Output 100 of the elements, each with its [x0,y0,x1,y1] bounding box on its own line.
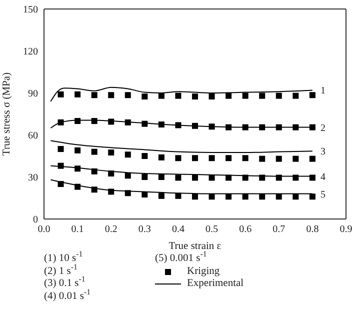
point [158,122,164,128]
annotation: 4 [320,172,326,183]
point [292,174,299,181]
point [292,156,299,162]
point [142,174,148,180]
x-tick-label: 0.6 [239,224,252,236]
point [192,194,198,200]
point [58,119,64,126]
y-tick-label: 150 [23,4,38,16]
point [276,124,282,130]
point [142,192,148,198]
x-tick-label: 0.4 [172,224,184,236]
point [226,155,232,162]
legend-label: Experimental [187,278,244,290]
point [192,94,198,100]
point [124,152,131,158]
point [158,92,164,99]
x-tick-label: 0.5 [206,224,218,236]
point [175,174,182,181]
point [192,155,198,162]
x-tick-label: 0.7 [272,224,286,236]
point [192,174,198,181]
point [309,156,316,162]
point [276,194,282,200]
point [58,162,64,169]
y-tick-label: 30 [28,172,38,184]
x-axis-title: True strain ε [168,241,222,252]
point [124,190,131,196]
point [175,155,182,162]
point [175,192,182,199]
text: (4) 0.01 s$^{-1}$ [44,287,91,303]
point [91,148,98,155]
x-tick-label: 0.9 [340,224,352,236]
x-tick-label: 0.0 [38,224,50,236]
x-tick-label: 0.1 [71,224,84,236]
point [108,92,114,98]
point [142,153,148,159]
point [292,124,299,130]
point [108,170,114,176]
point [208,124,215,130]
y-tick-label: 90 [28,88,38,100]
point [108,118,114,125]
point [259,124,266,130]
point [259,156,266,162]
y-axis-title: True stress σ (MPa) [2,72,13,156]
text: (1) 10 s$^{-1}$ [44,250,84,264]
point [142,120,148,127]
point [242,194,248,200]
point [74,184,81,190]
point [226,174,232,181]
point [175,92,182,99]
point [226,92,232,99]
point [124,119,131,126]
point [309,92,316,98]
point [242,155,248,162]
point [292,92,299,99]
y-tick-label: 60 [28,130,38,142]
point [208,155,215,162]
point [208,194,215,200]
point [158,174,164,180]
x-tick-label: 0.2 [104,224,118,236]
point [74,91,81,98]
text: (5) 0.001 s$^{-1}$ [155,250,208,266]
point [192,122,198,129]
point [158,154,164,160]
point [91,92,98,98]
point [309,194,316,200]
point [124,92,131,98]
x-tick-label: 0.8 [306,224,319,236]
point [58,181,64,187]
point [124,172,131,179]
line-series [50,140,313,153]
annotation: 2 [320,122,326,134]
point [108,188,114,195]
point [242,92,248,99]
point [276,156,282,162]
y-tick-label: 0 [33,214,38,226]
point [58,146,64,152]
point [309,124,316,130]
point [91,118,98,124]
annotation: 3 [320,146,326,158]
point [74,166,81,172]
point [276,174,282,181]
point [259,92,266,99]
point [91,168,98,174]
annotation: 1 [320,86,326,97]
point [226,124,232,130]
point [242,174,248,181]
point [142,94,148,100]
point [208,94,215,100]
point [309,174,316,181]
text: (3) 0.1 s$^{-1}$ [44,274,86,289]
line-series [50,86,313,102]
y-tick-label: 120 [23,46,38,58]
point [259,174,266,181]
point [242,124,248,130]
point [74,147,81,154]
point [58,91,64,98]
point [208,174,215,181]
text: (2) 1 s$^{-1}$ [44,262,78,276]
